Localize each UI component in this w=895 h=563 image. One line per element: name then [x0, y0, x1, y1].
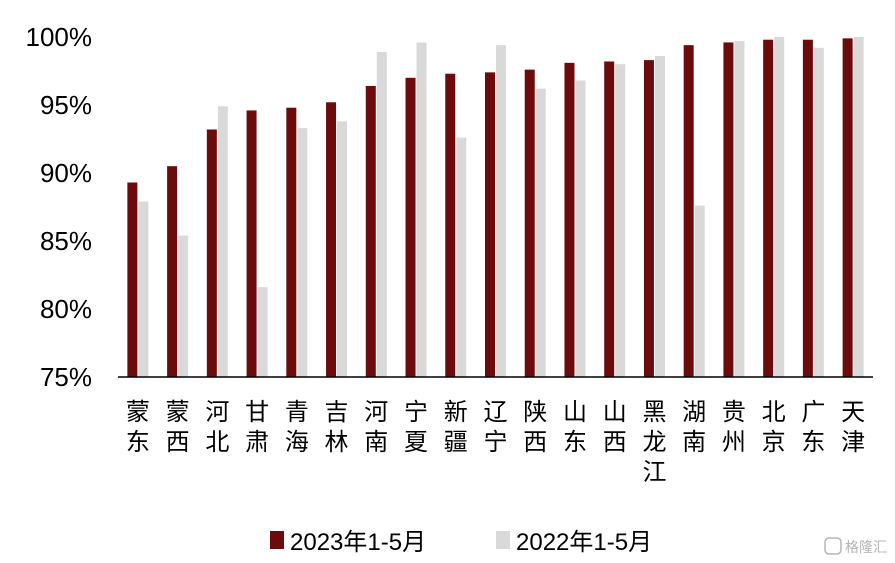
category-label: 黑龙江 [642, 398, 666, 486]
bar-2023 [127, 182, 138, 377]
legend-swatch-2023 [270, 531, 284, 549]
category-label: 新疆 [444, 398, 468, 456]
category-label: 河北 [205, 398, 229, 456]
legend-label-2022: 2022年1-5月 [516, 529, 652, 556]
bars [127, 37, 864, 378]
category-label: 贵州 [722, 398, 746, 456]
category-label: 湖南 [682, 398, 706, 456]
bar-2023 [246, 110, 257, 377]
bar-2022 [774, 37, 785, 377]
category-label: 辽宁 [484, 398, 508, 456]
category-label: 宁夏 [404, 398, 428, 456]
bar-2023 [723, 42, 734, 377]
bar-2022 [376, 51, 387, 378]
bar-2022 [734, 41, 745, 378]
category-label: 河南 [364, 398, 388, 456]
bar-2023 [802, 39, 813, 377]
bar-2022 [813, 47, 824, 377]
bar-2023 [326, 102, 337, 377]
bar-2022 [456, 137, 467, 377]
y-tick-label: 80% [40, 294, 92, 324]
bar-2022 [694, 205, 705, 377]
bar-2022 [853, 37, 864, 377]
bar-2023 [485, 72, 495, 378]
bar-2023 [643, 60, 654, 378]
y-tick-label: 75% [40, 362, 92, 392]
bar-2023 [604, 61, 615, 377]
watermark: 格隆汇 [824, 537, 887, 556]
category-label: 山西 [603, 398, 627, 456]
y-axis-ticks: 75% 80% 85% 90% 95% 100% [26, 22, 93, 392]
category-label: 山东 [563, 398, 587, 456]
bar-2022 [178, 235, 189, 377]
category-label: 蒙西 [166, 398, 190, 456]
watermark-logo-icon [824, 537, 842, 555]
bar-2022 [297, 128, 308, 377]
y-tick-label: 95% [40, 90, 92, 120]
bar-2023 [286, 107, 297, 377]
category-label: 青海 [285, 398, 309, 456]
category-label: 蒙东 [126, 398, 150, 456]
category-label: 吉林 [325, 398, 349, 456]
bar-2023 [524, 69, 535, 377]
bar-2023 [365, 85, 376, 378]
bar-2022 [575, 80, 586, 378]
legend-swatch-2022 [496, 531, 510, 549]
y-tick-label: 100% [26, 22, 93, 52]
y-tick-label: 90% [40, 158, 92, 188]
bar-2022 [615, 64, 626, 377]
bar-2023 [206, 129, 217, 377]
bar-2023 [683, 45, 694, 377]
bar-2022 [654, 56, 665, 377]
bar-2023 [564, 62, 575, 378]
category-label: 陕西 [523, 398, 547, 456]
category-label: 北京 [762, 398, 786, 456]
category-label: 天津 [841, 398, 865, 456]
legend-label-2023: 2023年1-5月 [290, 529, 426, 556]
bar-2023 [167, 166, 178, 377]
category-label: 甘肃 [245, 398, 269, 456]
watermark-text: 格隆汇 [845, 540, 887, 556]
legend: 2023年1-5月 2022年1-5月 [270, 529, 652, 556]
bar-2023 [405, 77, 416, 378]
bar-2023 [763, 39, 774, 377]
bar-2022 [416, 42, 427, 377]
bar-2022 [535, 88, 546, 378]
category-label: 广东 [801, 398, 825, 456]
bar-2022 [138, 201, 149, 377]
bar-2023 [842, 38, 853, 378]
bar-2022 [337, 121, 348, 377]
bar-2022 [217, 106, 228, 378]
bar-2023 [445, 73, 456, 377]
y-tick-label: 85% [40, 226, 92, 256]
bar-2022 [496, 45, 506, 377]
bar-2022 [257, 287, 268, 377]
